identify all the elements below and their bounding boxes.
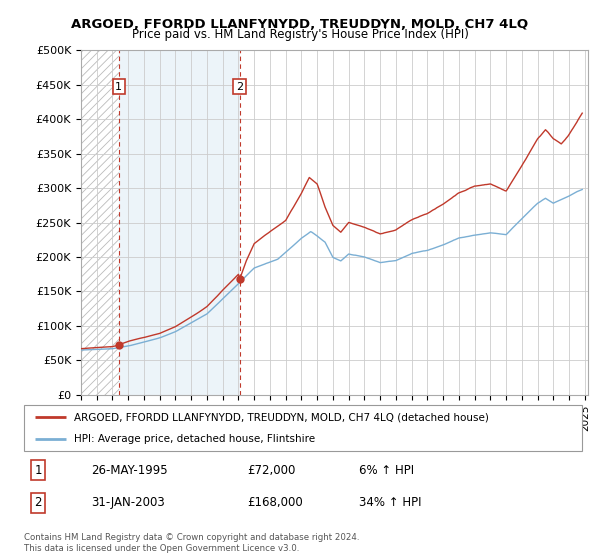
Text: Price paid vs. HM Land Registry's House Price Index (HPI): Price paid vs. HM Land Registry's House … — [131, 28, 469, 41]
Text: 1: 1 — [34, 464, 42, 477]
Text: £168,000: £168,000 — [247, 496, 303, 509]
Text: 1: 1 — [115, 82, 122, 92]
Bar — [81, 50, 119, 395]
Text: 34% ↑ HPI: 34% ↑ HPI — [359, 496, 421, 509]
Text: ARGOED, FFORDD LLANFYNYDD, TREUDDYN, MOLD, CH7 4LQ: ARGOED, FFORDD LLANFYNYDD, TREUDDYN, MOL… — [71, 18, 529, 31]
Text: HPI: Average price, detached house, Flintshire: HPI: Average price, detached house, Flin… — [74, 435, 316, 444]
Text: £72,000: £72,000 — [247, 464, 296, 477]
Text: 6% ↑ HPI: 6% ↑ HPI — [359, 464, 414, 477]
Text: 31-JAN-2003: 31-JAN-2003 — [91, 496, 165, 509]
Bar — [119, 50, 240, 395]
Text: 2: 2 — [34, 496, 42, 509]
Text: Contains HM Land Registry data © Crown copyright and database right 2024.
This d: Contains HM Land Registry data © Crown c… — [24, 533, 359, 553]
FancyBboxPatch shape — [24, 405, 582, 451]
Text: 2: 2 — [236, 82, 243, 92]
Text: 26-MAY-1995: 26-MAY-1995 — [91, 464, 167, 477]
Text: ARGOED, FFORDD LLANFYNYDD, TREUDDYN, MOLD, CH7 4LQ (detached house): ARGOED, FFORDD LLANFYNYDD, TREUDDYN, MOL… — [74, 412, 489, 422]
